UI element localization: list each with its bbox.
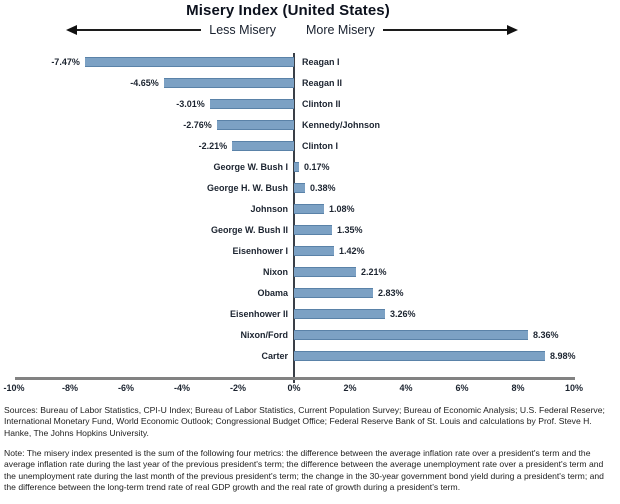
bar <box>294 225 332 235</box>
misery-direction-legend: Less Misery More Misery <box>66 23 519 37</box>
x-tick-label: -4% <box>173 383 190 393</box>
category-label: Obama <box>257 288 288 298</box>
x-tick-label: 10% <box>564 383 583 393</box>
category-label: Eisenhower I <box>232 246 288 256</box>
bar <box>294 351 545 361</box>
x-tick-label: -6% <box>117 383 134 393</box>
bar <box>85 57 294 67</box>
category-label: Reagan I <box>302 57 340 67</box>
category-label: Nixon/Ford <box>240 330 289 340</box>
more-misery-label: More Misery <box>305 23 375 37</box>
bar <box>294 162 299 172</box>
category-label: Carter <box>261 351 288 361</box>
note-text: Note: The misery index presented is the … <box>4 448 604 493</box>
value-label: 2.83% <box>378 288 404 298</box>
value-label: -3.01% <box>176 99 205 109</box>
bar <box>294 330 528 340</box>
category-label: George W. Bush II <box>210 225 288 235</box>
x-tick-label: -8% <box>61 383 78 393</box>
arrow-line-left <box>77 29 202 31</box>
category-label: Johnson <box>250 204 289 214</box>
value-label: 2.21% <box>361 267 387 277</box>
value-label: -4.65% <box>130 78 159 88</box>
x-tick-label: 6% <box>455 383 469 393</box>
value-label: -2.76% <box>183 120 212 130</box>
arrow-right-icon <box>507 25 519 35</box>
bar <box>294 246 334 256</box>
arrow-left-icon <box>66 25 77 35</box>
bar <box>294 204 324 214</box>
bar <box>294 183 305 193</box>
x-axis-line <box>15 377 575 380</box>
category-label: George W. Bush I <box>213 162 288 172</box>
value-label: 0.38% <box>310 183 336 193</box>
bar <box>217 120 294 130</box>
zero-axis-line <box>293 53 295 383</box>
value-label: 1.08% <box>329 204 355 214</box>
x-tick-label: 8% <box>511 383 525 393</box>
sources-text: Sources: Bureau of Labor Statistics, CPI… <box>4 405 605 438</box>
chart-title: Misery Index (United States) <box>186 2 390 19</box>
bar <box>164 78 294 88</box>
value-label: 8.36% <box>533 330 559 340</box>
category-label: Nixon <box>262 267 288 277</box>
x-tick-label: 2% <box>343 383 357 393</box>
x-tick-label: -10% <box>3 383 25 393</box>
x-tick-label: 0% <box>287 383 301 393</box>
bar <box>294 309 385 319</box>
value-label: 8.98% <box>550 351 576 361</box>
category-label: George H. W. Bush <box>206 183 288 193</box>
value-label: -7.47% <box>51 57 80 67</box>
value-label: 1.42% <box>339 246 365 256</box>
value-label: 1.35% <box>337 225 363 235</box>
less-misery-label: Less Misery <box>209 23 276 37</box>
bar <box>294 288 373 298</box>
value-label: -2.21% <box>198 141 228 151</box>
bar <box>294 267 356 277</box>
bar <box>232 141 294 151</box>
value-label: 0.17% <box>304 162 330 172</box>
category-label: Clinton II <box>302 99 341 109</box>
arrow-line-right <box>382 29 508 31</box>
x-tick-label: -2% <box>229 383 246 393</box>
x-tick-label: 4% <box>399 383 413 393</box>
category-label: Kennedy/Johnson <box>302 120 381 130</box>
category-label: Reagan II <box>302 78 343 88</box>
bar <box>210 99 294 109</box>
category-label: Eisenhower II <box>229 309 288 319</box>
category-label: Clinton I <box>302 141 338 151</box>
value-label: 3.26% <box>390 309 416 319</box>
